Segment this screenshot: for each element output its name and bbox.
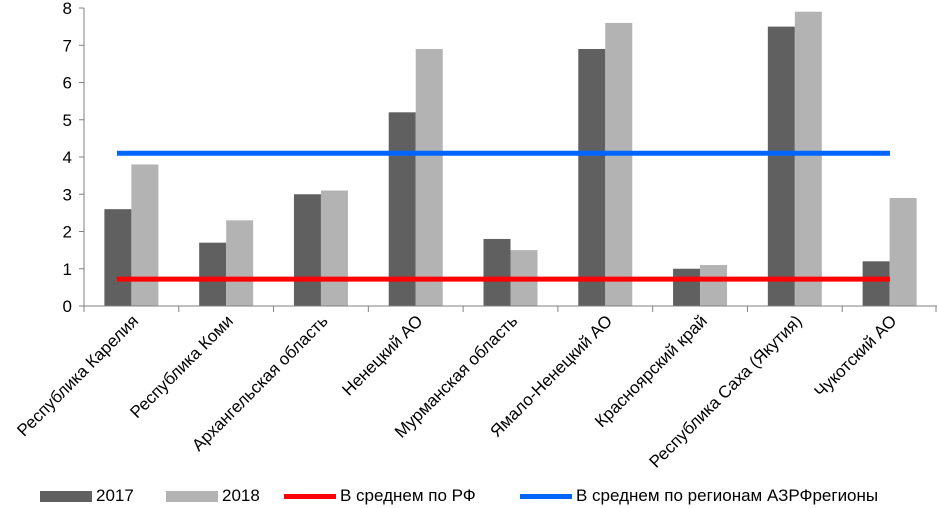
bar-2018 (320, 190, 348, 306)
bar-2018 (605, 22, 633, 307)
x-category-label: Республика Коми (126, 311, 237, 422)
legend: 2017 2018 В среднем по РФ В среднем по р… (0, 486, 937, 508)
legend-swatch-azrf-average (520, 493, 572, 499)
y-tick-label: 7 (63, 36, 72, 55)
legend-item-azrf-average: В среднем по регионам АЗРФрегионы (520, 486, 878, 506)
x-category-label: Ненецкий АО (338, 311, 426, 399)
legend-label-azrf-average: В среднем по регионам АЗРФрегионы (576, 486, 879, 505)
x-category-label: Республика Карелия (13, 311, 142, 440)
bar-2017 (862, 261, 890, 306)
y-tick-label: 6 (63, 74, 72, 93)
legend-swatch-2017 (40, 490, 92, 502)
legend-item-2017: 2017 (40, 486, 134, 506)
legend-item-rf-average: В среднем по РФ (284, 486, 476, 506)
reference-lines (117, 150, 890, 282)
y-tick-label: 4 (63, 148, 72, 167)
y-tick-label: 1 (63, 260, 72, 279)
bar-2018 (415, 48, 443, 306)
y-tick-label: 8 (63, 0, 72, 18)
y-tick-label: 5 (63, 111, 72, 130)
legend-swatch-2018 (166, 490, 218, 502)
bar-2017 (199, 242, 227, 306)
bar-2017 (483, 238, 511, 306)
y-axis: 0 1 2 3 4 5 6 7 8 (63, 0, 85, 316)
bar-2018 (794, 11, 822, 306)
bar-2017 (767, 26, 795, 306)
y-tick-label: 2 (63, 223, 72, 242)
x-category-label: Чукотский АО (811, 311, 901, 401)
bar-2017 (293, 194, 321, 306)
x-category-label: Республика Саха (Якутия) (646, 311, 806, 471)
legend-label-rf-average: В среднем по РФ (340, 486, 476, 505)
bar-2017 (673, 268, 701, 306)
bar-2017 (388, 112, 416, 306)
legend-swatch-rf-average (284, 493, 336, 499)
bar-2018 (226, 220, 254, 306)
bar-2017 (104, 209, 132, 306)
bar-2017 (578, 48, 606, 306)
legend-label-2018: 2018 (222, 486, 260, 505)
bar-2018 (889, 197, 917, 306)
bars (104, 11, 917, 307)
y-tick-label: 0 (63, 297, 72, 316)
bar-2018 (131, 164, 159, 306)
legend-label-2017: 2017 (96, 486, 134, 505)
bar-2018 (700, 265, 728, 306)
legend-item-2018: 2018 (166, 486, 260, 506)
y-tick-label: 3 (63, 185, 72, 204)
